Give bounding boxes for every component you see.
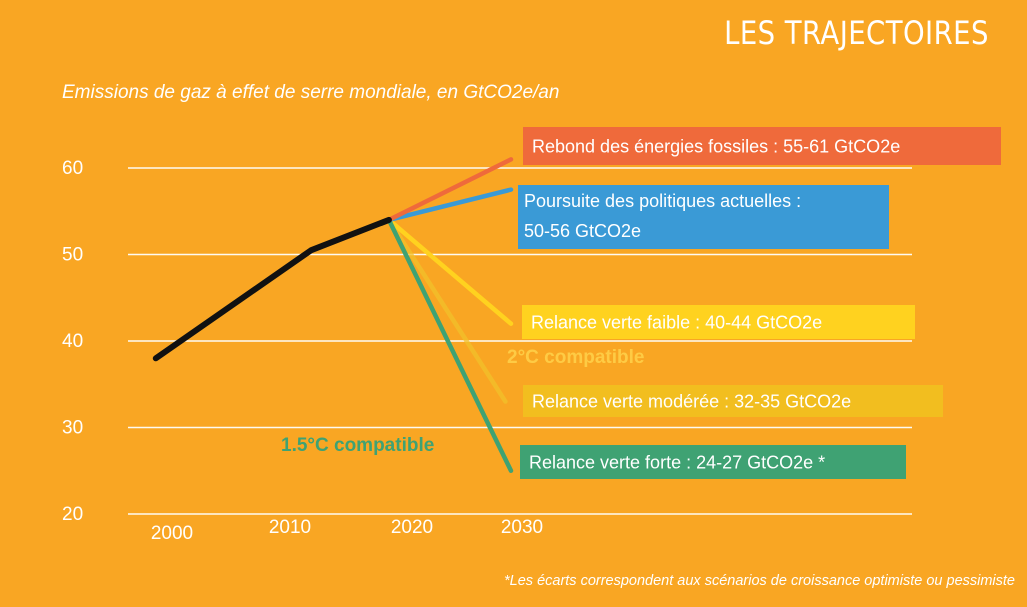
scenario-labels: Rebond des énergies fossiles : 55-61 GtC… — [518, 127, 1001, 479]
x-tick-label: 2010 — [269, 517, 311, 538]
scenario-line — [386, 217, 514, 473]
history-line — [152, 216, 392, 362]
scenario-label: Rebond des énergies fossiles : 55-61 GtC… — [532, 137, 900, 157]
scenario-label-box — [522, 305, 915, 339]
y-tick-label: 50 — [62, 245, 83, 266]
scenario-line — [386, 187, 514, 223]
compatibility-annotations: 2°C compatible 1.5°C compatible — [281, 347, 644, 456]
annotation-1-5c-compatible: 1.5°C compatible — [281, 435, 434, 456]
slide-title: LES TRAJECTOIRES — [724, 14, 989, 52]
chart-subtitle: Emissions de gaz à effet de serre mondia… — [62, 82, 560, 103]
scenario-line — [386, 157, 514, 223]
scenario-lines — [386, 157, 514, 473]
historical-emissions-line — [152, 216, 392, 362]
scenario-label: Poursuite des politiques actuelles : — [524, 191, 801, 211]
scenario-label: Relance verte faible : 40-44 GtCO2e — [531, 313, 822, 333]
annotation-2c-compatible: 2°C compatible — [507, 347, 644, 368]
y-axis-ticks: 20 30 40 50 60 — [62, 158, 83, 525]
scenario-label-box — [520, 445, 906, 479]
x-tick-label: 2000 — [151, 523, 193, 544]
scenario-line — [386, 217, 514, 326]
y-tick-label: 30 — [62, 418, 83, 439]
scenario-label-box — [523, 385, 943, 417]
x-axis-ticks: 2000 2010 2020 2030 — [151, 517, 543, 544]
scenario-line — [386, 217, 508, 404]
scenario-label-box — [518, 185, 889, 249]
y-tick-label: 60 — [62, 158, 83, 179]
x-tick-label: 2020 — [391, 517, 433, 538]
y-tick-label: 20 — [62, 504, 83, 525]
scenario-label-box — [523, 127, 1001, 165]
scenario-label: Relance verte modérée : 32-35 GtCO2e — [532, 392, 851, 412]
scenario-label: 50-56 GtCO2e — [524, 221, 641, 241]
x-tick-label: 2030 — [501, 517, 543, 538]
footnote: *Les écarts correspondent aux scénarios … — [504, 573, 1015, 589]
gridlines — [128, 167, 912, 515]
y-tick-label: 40 — [62, 331, 83, 352]
scenario-label: Relance verte forte : 24-27 GtCO2e * — [529, 453, 825, 473]
